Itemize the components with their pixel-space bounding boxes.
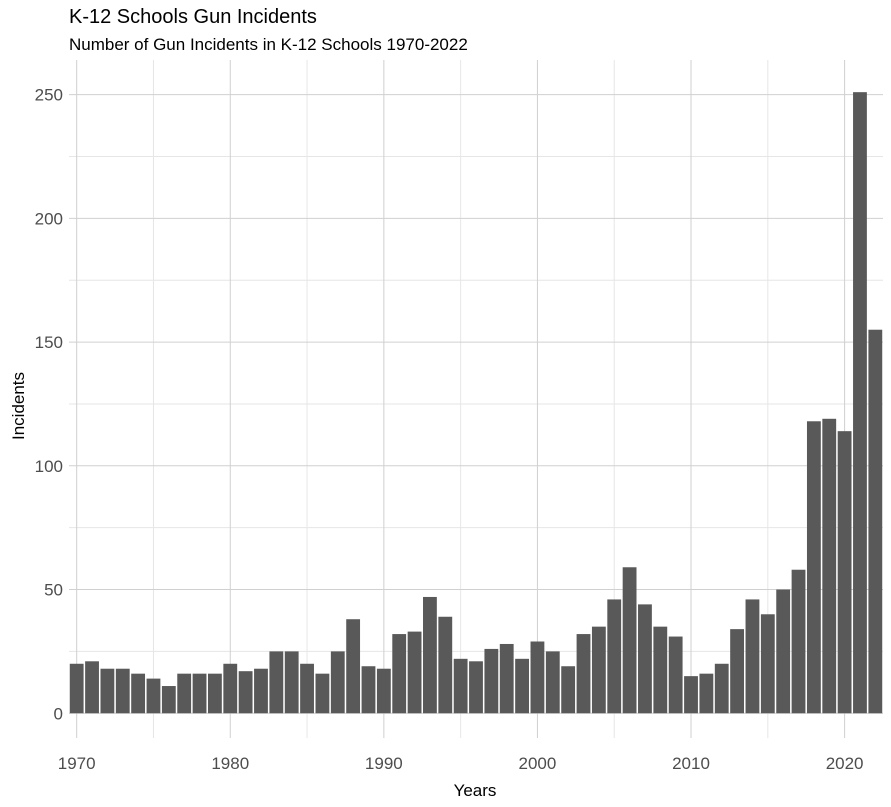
x-axis-ticks: 1970 1980 1990 2000 2010 2020 bbox=[58, 754, 864, 773]
bar-1991 bbox=[392, 634, 407, 714]
bar-1970 bbox=[69, 663, 84, 714]
bar-1997 bbox=[484, 648, 499, 714]
bar-1983 bbox=[269, 651, 284, 714]
bar-2018 bbox=[806, 421, 821, 714]
bar-1989 bbox=[361, 666, 376, 714]
bar-1992 bbox=[407, 631, 422, 714]
y-tick-label: 150 bbox=[35, 333, 63, 352]
bar-2021 bbox=[853, 92, 867, 714]
bar-1986 bbox=[315, 673, 330, 714]
bar-1987 bbox=[330, 651, 345, 714]
bar-1977 bbox=[177, 673, 192, 714]
bar-1980 bbox=[223, 663, 238, 714]
bar-2022 bbox=[868, 329, 883, 714]
bar-1979 bbox=[207, 673, 222, 714]
bars bbox=[69, 92, 883, 714]
bar-1976 bbox=[161, 686, 176, 714]
bar-1974 bbox=[131, 673, 146, 714]
bar-1971 bbox=[85, 661, 99, 714]
bar-1993 bbox=[423, 596, 437, 714]
bar-1995 bbox=[453, 658, 468, 714]
bar-2002 bbox=[561, 666, 576, 714]
bar-2005 bbox=[607, 599, 622, 714]
bar-2000 bbox=[530, 641, 545, 714]
bar-2014 bbox=[745, 599, 760, 714]
y-axis-title: Incidents bbox=[9, 372, 28, 440]
bar-1998 bbox=[499, 643, 514, 714]
bar-2019 bbox=[822, 418, 837, 714]
bar-2009 bbox=[668, 636, 683, 714]
bar-1981 bbox=[238, 671, 253, 714]
bar-2008 bbox=[653, 626, 668, 714]
x-tick-label: 1990 bbox=[365, 754, 403, 773]
bar-2007 bbox=[638, 604, 652, 714]
y-tick-label: 0 bbox=[54, 704, 63, 723]
bar-2012 bbox=[714, 663, 729, 714]
bar-1975 bbox=[146, 678, 161, 714]
bar-1972 bbox=[100, 668, 115, 714]
bar-1973 bbox=[115, 668, 130, 714]
bar-1999 bbox=[515, 658, 529, 714]
chart-title: K-12 Schools Gun Incidents bbox=[69, 6, 317, 28]
bar-2013 bbox=[730, 629, 745, 714]
x-tick-label: 2000 bbox=[519, 754, 557, 773]
chart-subtitle: Number of Gun Incidents in K-12 Schools … bbox=[69, 35, 468, 54]
y-axis-ticks: 0 50 100 150 200 250 bbox=[35, 86, 63, 724]
bar-2015 bbox=[760, 614, 775, 714]
x-tick-label: 2010 bbox=[672, 754, 710, 773]
bar-2017 bbox=[791, 569, 806, 714]
bar-1994 bbox=[438, 616, 453, 714]
bar-2010 bbox=[684, 676, 698, 714]
bar-1978 bbox=[192, 673, 207, 714]
bar-2001 bbox=[545, 651, 560, 714]
y-tick-label: 50 bbox=[44, 581, 63, 600]
bar-2016 bbox=[776, 589, 791, 714]
x-tick-label: 2020 bbox=[826, 754, 864, 773]
y-tick-label: 200 bbox=[35, 209, 63, 228]
x-tick-label: 1970 bbox=[58, 754, 96, 773]
bar-2003 bbox=[576, 634, 591, 714]
bar-1984 bbox=[284, 651, 299, 714]
y-tick-label: 100 bbox=[35, 457, 63, 476]
bar-2004 bbox=[591, 626, 606, 714]
x-tick-label: 1980 bbox=[211, 754, 249, 773]
bar-2006 bbox=[622, 567, 637, 714]
bar-2011 bbox=[699, 673, 714, 714]
bar-1985 bbox=[300, 663, 314, 714]
bar-1996 bbox=[469, 661, 483, 714]
bar-1982 bbox=[254, 668, 268, 714]
y-tick-label: 250 bbox=[35, 86, 63, 105]
x-axis-title: Years bbox=[454, 781, 497, 800]
bar-2020 bbox=[837, 431, 852, 714]
bar-1990 bbox=[376, 668, 391, 714]
bar-1988 bbox=[346, 619, 361, 714]
